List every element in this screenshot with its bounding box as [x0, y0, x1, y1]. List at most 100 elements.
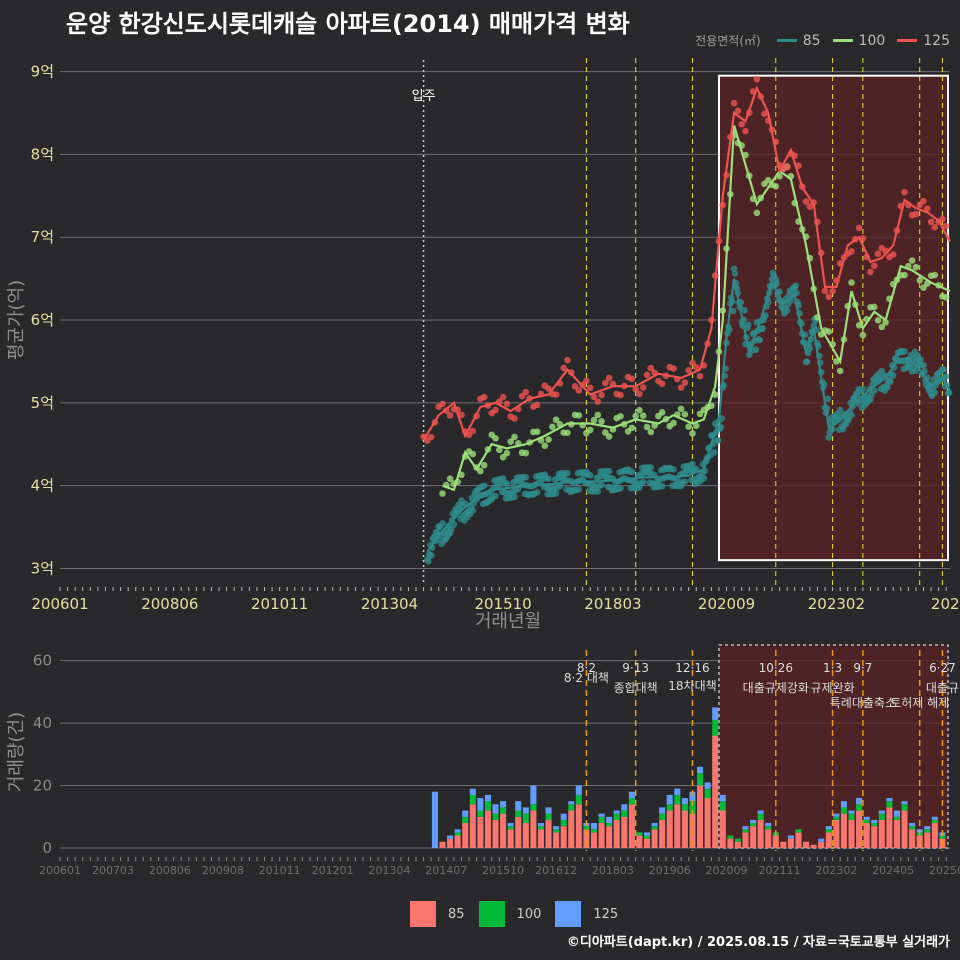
data-point-85 [710, 449, 718, 456]
bar-85 [628, 804, 635, 848]
data-point-85 [492, 492, 499, 500]
bar-125 [909, 823, 916, 827]
x-tick-label: 202009 [698, 595, 755, 613]
bottom-legend: 85 100 125 [410, 901, 618, 927]
x-tick-label: 2025 [931, 595, 960, 613]
data-point-125 [639, 384, 647, 391]
bar-100 [628, 798, 635, 805]
data-point-125 [458, 411, 465, 419]
data-point-100 [636, 406, 643, 414]
data-point-125 [689, 359, 696, 367]
data-point-125 [939, 215, 946, 223]
data-point-125 [931, 224, 939, 231]
x-tick-label: 200806 [141, 595, 198, 613]
bar-125 [462, 810, 469, 817]
bar-100 [878, 813, 885, 820]
bar-100 [515, 810, 522, 817]
data-point-100 [439, 490, 446, 497]
bar-125 [833, 813, 840, 817]
data-point-100 [874, 317, 882, 324]
bar-85 [590, 832, 598, 848]
bar-100 [492, 813, 499, 820]
y-tick-label: 7억 [31, 228, 54, 246]
bar-100 [727, 835, 734, 839]
data-point-85 [870, 387, 878, 394]
bar-85 [643, 838, 651, 848]
bar-100 [484, 801, 491, 811]
legend-item-85: 85 [776, 33, 821, 49]
bar-85 [674, 804, 681, 848]
data-point-85 [931, 389, 939, 396]
bar-100 [659, 813, 666, 820]
data-point-125 [552, 391, 560, 398]
bar-85 [666, 810, 673, 848]
x-tick-label: 201011 [251, 595, 308, 613]
data-point-125 [923, 205, 931, 212]
bar-100 [590, 829, 598, 833]
y-tick-label: 3억 [31, 559, 54, 577]
bar-125 [522, 807, 529, 814]
bar-100 [651, 826, 658, 830]
data-point-100 [605, 433, 613, 440]
bar-125 [598, 813, 605, 817]
bar-100 [924, 829, 931, 833]
bar-x-tick-label: 201201 [312, 864, 354, 877]
data-point-100 [689, 430, 696, 437]
data-point-125 [783, 163, 791, 171]
data-point-125 [889, 251, 897, 258]
legend-item-100: 100 [832, 33, 885, 49]
bar-100 [863, 819, 870, 824]
data-point-125 [738, 120, 746, 128]
bar-125 [787, 835, 794, 839]
data-point-125 [848, 248, 855, 255]
data-point-100 [870, 303, 878, 311]
legend-item-125: 125 [897, 33, 950, 49]
data-point-125 [602, 379, 609, 387]
bar-legend-swatch-125 [555, 901, 582, 927]
data-point-100 [496, 446, 503, 454]
bar-125 [856, 798, 863, 805]
bar-85 [515, 816, 522, 848]
page-title: 운양 한강신도시롯데캐슬 아파트(2014) 매매가격 변화 [66, 10, 630, 38]
policy-text-label: 특례대출축소 [830, 696, 896, 710]
data-point-125 [598, 391, 605, 399]
data-point-125 [825, 293, 833, 301]
legend-label-125: 125 [923, 32, 950, 49]
bar-100 [500, 807, 507, 814]
bar-y-tick-label: 20 [33, 777, 52, 795]
bar-85 [893, 819, 901, 848]
bar-125 [492, 804, 499, 814]
data-point-85 [564, 469, 571, 477]
bar-legend-item-100: 100 [478, 901, 541, 927]
legend-line-125 [897, 39, 918, 42]
data-point-85 [731, 270, 739, 277]
bar-125 [537, 823, 545, 827]
bar-125 [886, 798, 893, 802]
data-point-100 [522, 449, 530, 457]
policy-date-label: 1·3 [823, 661, 842, 675]
bar-85 [742, 832, 749, 848]
x-tick-label: 201304 [361, 595, 418, 613]
bar-85 [583, 829, 590, 848]
bar-125 [606, 816, 613, 824]
data-point-125 [427, 433, 435, 441]
data-point-125 [647, 364, 655, 372]
bar-85 [560, 826, 567, 848]
data-point-125 [560, 364, 568, 372]
data-point-100 [594, 411, 602, 419]
data-point-100 [942, 294, 950, 301]
data-point-100 [647, 428, 655, 436]
policy-date-label: 6·27 [929, 661, 956, 675]
bar-125 [901, 801, 908, 805]
data-point-125 [518, 392, 526, 400]
data-point-85 [887, 378, 894, 385]
data-point-85 [469, 507, 477, 514]
policy-date-label: 8·2 [577, 661, 596, 675]
bar-125 [863, 816, 870, 820]
y-tick-label: 6억 [31, 311, 54, 329]
data-point-85 [878, 367, 886, 375]
bar-legend-item-125: 125 [555, 901, 618, 927]
bar-100 [742, 829, 749, 833]
x-tick-label: 201803 [584, 595, 641, 613]
policy-text-label: 18차대책 [668, 678, 716, 693]
